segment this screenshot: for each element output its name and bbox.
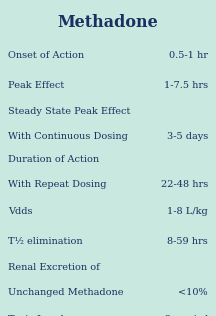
Text: 22-48 hrs: 22-48 hrs [161,180,208,189]
Text: >2mcg/ml: >2mcg/ml [157,314,208,316]
Text: Unchanged Methadone: Unchanged Methadone [8,288,124,297]
Text: Onset of Action: Onset of Action [8,51,84,59]
Text: Vdds: Vdds [8,206,32,216]
Text: Toxic Levels: Toxic Levels [8,314,69,316]
Text: Renal Excretion of: Renal Excretion of [8,263,100,272]
Text: With Continuous Dosing: With Continuous Dosing [8,132,128,141]
Text: 0.5-1 hr: 0.5-1 hr [169,51,208,59]
Text: Methadone: Methadone [58,14,158,31]
Text: Duration of Action: Duration of Action [8,155,99,164]
Text: 3-5 days: 3-5 days [167,132,208,141]
Text: T¹⁄₂ elimination: T¹⁄₂ elimination [8,236,83,246]
Text: Peak Effect: Peak Effect [8,81,64,89]
Text: 8-59 hrs: 8-59 hrs [167,236,208,246]
Text: 1-7.5 hrs: 1-7.5 hrs [164,81,208,89]
Text: <10%: <10% [178,288,208,297]
Text: Steady State Peak Effect: Steady State Peak Effect [8,107,130,116]
Text: 1-8 L/kg: 1-8 L/kg [167,206,208,216]
Text: With Repeat Dosing: With Repeat Dosing [8,180,106,189]
